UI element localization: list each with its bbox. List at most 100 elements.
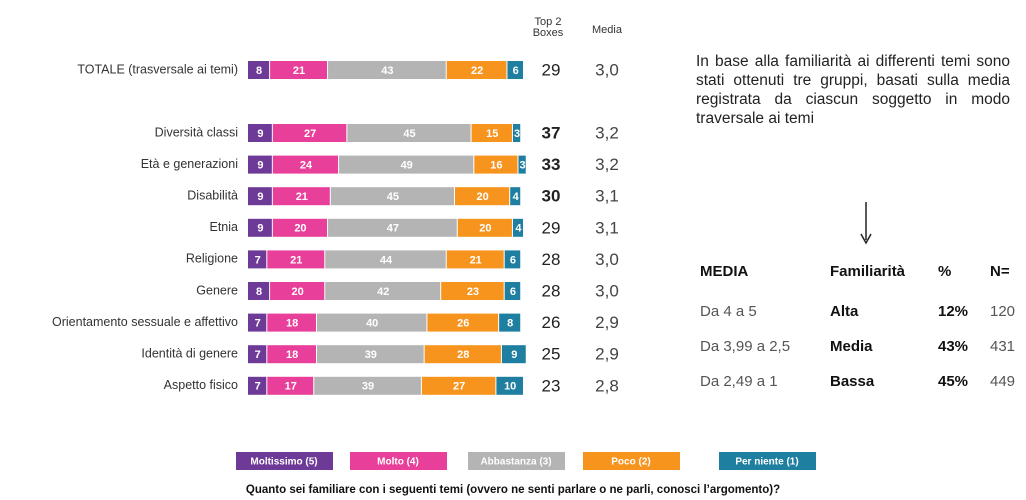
data-label: 44 — [380, 254, 393, 266]
data-label: 4 — [515, 223, 522, 235]
bar-segment — [248, 124, 272, 142]
data-label: 47 — [387, 223, 399, 235]
data-label: 26 — [457, 318, 469, 330]
category-label: Identità di genere — [141, 346, 238, 360]
bar-segment — [328, 61, 446, 79]
data-label: 40 — [366, 318, 378, 330]
data-label: 6 — [510, 254, 516, 266]
table-cell: 12% — [938, 303, 969, 320]
data-label: 27 — [304, 128, 316, 140]
data-label: 24 — [300, 160, 313, 172]
data-label: 9 — [257, 191, 263, 203]
category-label: Diversità classi — [155, 125, 238, 139]
bar-segment — [248, 376, 267, 395]
bar-segment — [267, 313, 316, 332]
bar-segment — [248, 282, 270, 300]
bar-segment — [248, 187, 272, 206]
table-cell: 449 — [990, 373, 1016, 390]
data-label: 21 — [293, 65, 305, 77]
media-value: 3,0 — [595, 60, 619, 79]
bar-segment — [325, 250, 446, 269]
bar-segment — [441, 282, 504, 300]
legend-swatch — [236, 452, 333, 470]
top2-value: 30 — [542, 187, 561, 206]
table-cell: N= — [990, 263, 1010, 280]
bar-segment — [314, 376, 421, 395]
top2-value: 25 — [542, 345, 561, 364]
bar-segment — [248, 155, 272, 174]
bar-segment — [501, 345, 526, 364]
bar-segment — [518, 155, 526, 174]
data-label: 39 — [362, 381, 374, 393]
media-value: 3,1 — [595, 218, 619, 237]
table-cell: Bassa — [830, 373, 875, 390]
bar-segment — [424, 345, 501, 364]
footnote: Quanto sei familiare con i seguenti temi… — [246, 484, 780, 496]
bar-segment — [248, 313, 267, 332]
data-label: 21 — [290, 254, 302, 266]
top2-value: 29 — [542, 60, 561, 79]
data-label: 20 — [476, 191, 488, 203]
bar-segment — [267, 250, 325, 269]
bar-segment — [421, 376, 496, 395]
table-cell: 45% — [938, 373, 969, 390]
table-cell: Da 4 a 5 — [700, 303, 757, 320]
media-value: 2,8 — [595, 376, 619, 395]
data-label: 8 — [507, 318, 513, 330]
bar-segment — [474, 155, 518, 174]
data-label: 21 — [296, 191, 308, 203]
bar-segment — [248, 250, 267, 269]
bar-segment — [496, 376, 523, 395]
media-value: 3,0 — [595, 250, 619, 269]
data-label: 28 — [457, 349, 469, 361]
arrow — [860, 202, 872, 245]
bar-segment — [248, 218, 272, 237]
bar-segment — [317, 313, 427, 332]
data-label: 23 — [467, 286, 479, 298]
data-label: 17 — [285, 381, 297, 393]
data-label: 45 — [403, 128, 415, 140]
bar-segment — [471, 124, 512, 142]
bar-segment — [504, 250, 521, 269]
media-value: 3,2 — [595, 155, 619, 174]
data-label: 18 — [286, 349, 298, 361]
data-label: 22 — [471, 65, 483, 77]
table-cell: Media — [830, 338, 873, 355]
bar-segment — [507, 61, 523, 79]
legend-label: Abbastanza (3) — [480, 457, 551, 468]
bar-segment — [325, 282, 441, 300]
bar-segment — [504, 282, 521, 300]
table-cell: MEDIA — [700, 263, 749, 280]
top2-header: Top 2 Boxes — [533, 16, 564, 39]
bar-segment — [272, 124, 347, 142]
bar-segment — [455, 187, 510, 206]
bar-segment — [270, 61, 328, 79]
data-label: 49 — [401, 160, 413, 172]
data-label: 3 — [514, 128, 520, 140]
bar-segment — [347, 124, 471, 142]
data-label: 39 — [365, 349, 377, 361]
bar-segment — [267, 376, 314, 395]
category-label: Orientamento sessuale e affettivo — [52, 315, 238, 329]
media-value: 3,1 — [595, 187, 619, 206]
table-cell: % — [938, 263, 952, 280]
bar-segment — [330, 187, 454, 206]
data-label: 20 — [292, 286, 304, 298]
legend-swatch — [468, 452, 565, 470]
table-cell: 431 — [990, 338, 1016, 355]
bar-segment — [328, 218, 457, 237]
category-label: Religione — [186, 252, 238, 266]
media-value: 2,9 — [595, 313, 619, 332]
side-text: In base alla familiarità ai differenti t… — [696, 53, 1010, 127]
top2-value: 28 — [542, 281, 561, 300]
data-label: 6 — [510, 286, 516, 298]
legend-label: Moltissimo (5) — [250, 457, 317, 468]
legend-swatch — [583, 452, 680, 470]
top2-value: 23 — [542, 376, 561, 395]
data-label: 8 — [256, 286, 262, 298]
data-label: 10 — [504, 381, 516, 393]
data-label: 15 — [486, 128, 498, 140]
table-cell: Familiarità — [830, 263, 906, 280]
bar-segment — [457, 218, 512, 237]
